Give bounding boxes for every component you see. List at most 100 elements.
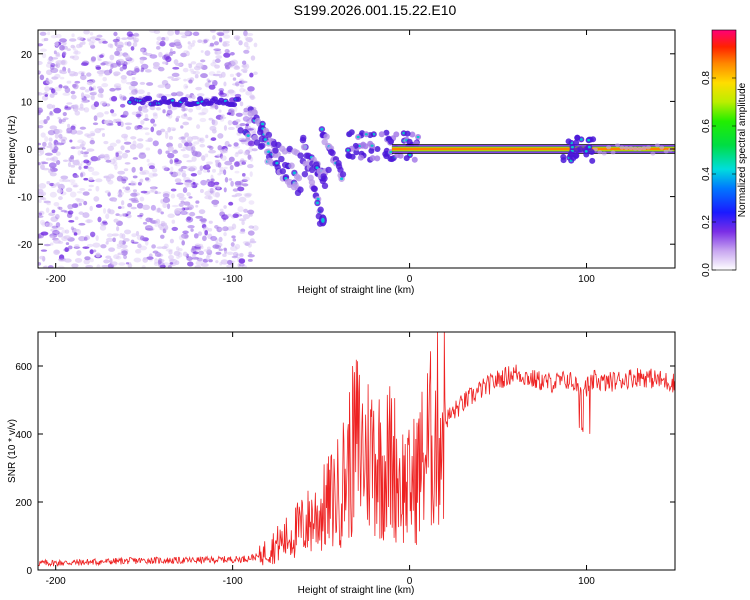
spectrogram-noise-blob	[168, 258, 175, 262]
spectrogram-noise-blob	[200, 245, 204, 250]
spectrogram-cluster-blob	[382, 151, 389, 158]
spectrogram-noise-blob	[191, 178, 195, 183]
spectrogram-halo-blob	[668, 147, 674, 152]
spectrogram-noise-blob	[115, 139, 121, 144]
spectrogram-noise-blob	[99, 100, 107, 106]
spectrogram-cluster-blob	[403, 155, 410, 162]
spectrogram-noise-blob	[181, 240, 185, 246]
spectrogram-noise-blob	[80, 72, 85, 76]
spectrogram-noise-blob	[139, 56, 148, 61]
spectrogram-streak-core	[292, 171, 296, 175]
spectrogram-noise-blob	[102, 40, 108, 44]
spectrogram-noise-blob	[234, 161, 240, 167]
spectrogram-noise-blob	[121, 250, 128, 256]
spectrogram-noise-blob	[245, 90, 253, 96]
spectrogram-noise-blob	[38, 183, 47, 189]
spectrogram-noise-blob	[43, 265, 48, 268]
spectrogram-halo-blob	[623, 145, 629, 150]
snr-x-label: Height of straight line (km)	[298, 585, 415, 596]
spectrogram-noise-blob	[156, 46, 161, 50]
spectrogram-noise-blob	[191, 94, 196, 100]
spectrogram-noise-blob	[137, 243, 142, 249]
spectrogram-noise-blob	[219, 37, 223, 42]
spectrogram-noise-blob	[105, 61, 112, 67]
spectrogram-noise-blob	[117, 252, 123, 256]
spectrogram-noise-blob	[170, 92, 178, 97]
spectrogram-noise-blob	[218, 248, 224, 252]
spectrogram-noise-blob	[42, 197, 47, 201]
spectrogram-noise-blob	[47, 129, 56, 136]
spectrogram-noise-blob	[64, 105, 69, 109]
spectrogram-noise-blob	[139, 212, 144, 217]
spectrogram-noise-blob	[223, 169, 227, 176]
spectrogram-noise-blob	[187, 41, 191, 45]
spectrogram-noise-blob	[228, 108, 235, 113]
spectrogram-noise-blob	[196, 124, 201, 129]
spectrogram-noise-blob	[168, 249, 173, 255]
spectrogram-noise-blob	[204, 195, 212, 200]
spectrogram-noise-blob	[103, 155, 110, 161]
spectrogram-noise-blob	[119, 66, 124, 72]
spectrogram-burst-blob	[588, 149, 595, 156]
spectrogram-noise-blob	[227, 120, 233, 126]
spectrogram-noise-blob	[209, 187, 214, 194]
spectrogram-noise-blob	[234, 65, 239, 69]
spectrogram-noise-blob	[214, 64, 220, 69]
spectrogram-noise-blob	[239, 139, 247, 143]
spectrogram-noise-blob	[148, 165, 156, 170]
spectrogram-noise-blob	[163, 165, 168, 172]
spectrogram-noise-blob	[248, 225, 254, 229]
spectrogram-noise-blob	[247, 154, 252, 160]
spectrogram-noise-blob	[216, 226, 223, 233]
spectrogram-noise-blob	[80, 150, 84, 155]
spectrogram-noise-blob	[173, 250, 181, 256]
spectrogram-burst-blob	[572, 153, 579, 160]
spectrogram-noise-blob	[239, 159, 247, 163]
spectrogram-noise-blob	[51, 156, 59, 162]
spectrogram-noise-blob	[178, 136, 185, 141]
spectrogram-noise-blob	[170, 188, 177, 192]
spectrogram-noise-blob	[235, 81, 240, 87]
spectrogram-noise-blob	[206, 246, 211, 251]
spectrogram-noise-blob	[218, 88, 225, 93]
spectrogram-noise-blob	[57, 265, 65, 268]
spectrogram-noise-blob	[118, 262, 126, 266]
spectrogram-noise-blob	[145, 147, 151, 151]
spectrogram-noise-blob	[145, 53, 153, 57]
spectrogram-cluster-blob	[357, 154, 364, 161]
spectrogram-noise-blob	[53, 141, 58, 147]
spectrogram-noise-blob	[218, 109, 222, 113]
spectrogram-noise-blob	[206, 249, 213, 256]
spectrogram-noise-blob	[126, 31, 134, 38]
spectrogram-noise-blob	[232, 238, 237, 242]
spectrogram-noise-blob	[187, 204, 194, 210]
spectrogram-noise-blob	[130, 181, 137, 187]
spectrogram-noise-blob	[214, 191, 221, 198]
spectrogram-noise-blob	[247, 38, 253, 43]
spectrogram-noise-blob	[56, 188, 63, 194]
spectrogram-noise-blob	[220, 259, 229, 265]
spectrogram-noise-blob	[184, 30, 191, 36]
spectrogram-noise-blob	[70, 94, 77, 100]
spectrogram-noise-blob	[224, 48, 230, 54]
spectrogram-noise-blob	[70, 128, 77, 135]
spectrogram-noise-blob	[75, 130, 84, 135]
spectrogram-noise-blob	[82, 246, 90, 249]
spectrogram-noise-blob	[220, 155, 227, 161]
spectrogram-noise-blob	[152, 123, 157, 127]
spectrogram-noise-blob	[54, 41, 59, 47]
spectrogram-noise-blob	[58, 118, 63, 124]
spectrogram-noise-blob	[142, 257, 149, 263]
spectrogram-noise-blob	[252, 225, 259, 231]
spectrogram-noise-blob	[77, 150, 82, 156]
spectrogram-noise-blob	[243, 89, 247, 92]
spectrogram-noise-blob	[160, 128, 166, 133]
spectrogram-noise-blob	[110, 63, 114, 70]
spectrogram-noise-blob	[250, 55, 256, 61]
spectrogram-noise-blob	[96, 112, 104, 118]
spectrogram-noise-blob	[57, 232, 64, 238]
spectrogram-noise-blob	[116, 44, 124, 48]
spectrogram-noise-blob	[204, 50, 211, 57]
spectrogram-noise-blob	[150, 186, 156, 193]
spectrogram-noise-blob	[139, 48, 145, 53]
